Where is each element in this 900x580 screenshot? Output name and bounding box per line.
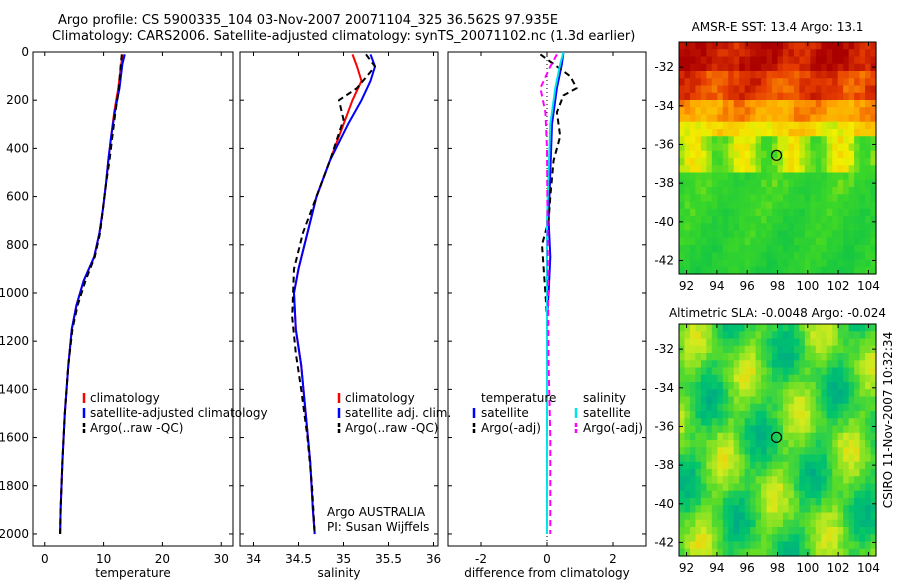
sla-map-ytick-label: -42 — [654, 535, 674, 549]
salinity-xtick-label: 36 — [426, 552, 441, 566]
temperature-ytick-label: 2000 — [0, 527, 29, 541]
sla-map-ytick-label: -40 — [654, 497, 674, 511]
sst-map-ytick-label: -42 — [654, 253, 674, 267]
figure-title-line2: Climatology: CARS2006. Satellite-adjuste… — [52, 29, 636, 44]
temperature-ytick-label: 0 — [21, 45, 29, 59]
temperature-ytick-label: 200 — [6, 93, 29, 107]
sst-map-ytick-label: -34 — [654, 99, 674, 113]
sla-map-xtick-label: 96 — [740, 561, 755, 575]
difference-xtick-label: 2 — [609, 552, 617, 566]
sla-map-title: Altimetric SLA: -0.0048 Argo: -0.024 — [669, 306, 886, 320]
temperature-legend-label: Argo(..raw -QC) — [90, 421, 183, 435]
salinity-series-2 — [291, 53, 376, 535]
difference-legend-label: satellite — [583, 406, 631, 420]
sla-map-xtick-label: 100 — [796, 561, 819, 575]
salinity-xtick-label: 34 — [246, 552, 261, 566]
salinity-xtick-label: 35 — [336, 552, 351, 566]
salinity-xtick-label: 34.5 — [285, 552, 312, 566]
sst-map-ytick-label: -32 — [654, 60, 674, 74]
difference-xtick-label: -2 — [475, 552, 487, 566]
figure-title-line1: Argo profile: CS 5900335_104 03-Nov-2007… — [58, 13, 559, 28]
temperature-ytick-label: 600 — [6, 190, 29, 204]
sst-map-xtick-label: 102 — [827, 279, 850, 293]
salinity-plot-frame — [239, 51, 439, 547]
temperature-series-1 — [59, 54, 126, 535]
difference-legend-temperature-header: temperature — [481, 391, 556, 405]
salinity-annotation-line1: Argo AUSTRALIA — [327, 505, 426, 519]
temperature-xtick-label: 20 — [155, 552, 170, 566]
salinity-legend-label: satellite adj. clim. — [345, 406, 451, 420]
temperature-ytick-label: 1600 — [0, 431, 29, 445]
sst-map-title: AMSR-E SST: 13.4 Argo: 13.1 — [692, 20, 864, 34]
salinity-xlabel: salinity — [317, 566, 360, 580]
temperature-plot-frame — [32, 51, 234, 547]
side-timestamp-label: CSIRO 11-Nov-2007 10:32:34 — [881, 332, 895, 508]
difference-series-3 — [539, 53, 558, 534]
sst-map-ytick-label: -36 — [654, 137, 674, 151]
difference-legend-salinity-header: salinity — [583, 391, 626, 405]
sst-map-xtick-label: 96 — [740, 279, 755, 293]
temperature-legend-label: satellite-adjusted climatology — [90, 406, 268, 420]
sla-map-xtick-label: 92 — [679, 561, 694, 575]
temperature-ytick-label: 800 — [6, 238, 29, 252]
sla-map-heatmap — [679, 324, 877, 557]
temperature-legend-label: climatology — [90, 391, 160, 405]
difference-xlabel: difference from climatology — [464, 566, 630, 580]
sst-map-xtick-label: 92 — [679, 279, 694, 293]
temperature-ytick-label: 1000 — [0, 286, 29, 300]
temperature-ytick-label: 1400 — [0, 382, 29, 396]
salinity-annotation-line2: PI: Susan Wijffels — [327, 520, 429, 534]
sla-map-argo-marker — [770, 431, 783, 443]
sst-map-xtick-label: 104 — [857, 279, 880, 293]
temperature-ytick-label: 1800 — [0, 479, 29, 493]
sla-map-ytick-label: -36 — [654, 419, 674, 433]
temperature-xtick-label: 0 — [41, 552, 49, 566]
salinity-legend-label: climatology — [345, 391, 415, 405]
sst-map-argo-marker — [770, 149, 783, 161]
sst-map-heatmap — [679, 42, 877, 275]
sla-map-xtick-label: 98 — [770, 561, 785, 575]
temperature-xtick-label: 30 — [214, 552, 229, 566]
sst-map-xtick-label: 94 — [709, 279, 724, 293]
difference-legend-label: Argo(-adj) — [481, 421, 541, 435]
salinity-series-1 — [293, 54, 376, 535]
salinity-xtick-label: 35.5 — [375, 552, 402, 566]
temperature-ytick-label: 400 — [6, 141, 29, 155]
difference-legend-label: Argo(-adj) — [583, 421, 643, 435]
sst-map-ytick-label: -40 — [654, 215, 674, 229]
sst-map-xtick-label: 100 — [796, 279, 819, 293]
difference-series-1 — [539, 53, 578, 534]
salinity-legend-label: Argo(..raw -QC) — [345, 421, 438, 435]
sla-map-ytick-label: -38 — [654, 458, 674, 472]
sla-map-xtick-label: 94 — [709, 561, 724, 575]
temperature-series-2 — [59, 54, 123, 535]
salinity-series-0 — [293, 54, 363, 535]
difference-xtick-label: 0 — [543, 552, 551, 566]
difference-legend-label: satellite — [481, 406, 529, 420]
sla-map-xtick-label: 104 — [857, 561, 880, 575]
sla-map-ytick-label: -32 — [654, 342, 674, 356]
sst-map-ytick-label: -38 — [654, 176, 674, 190]
temperature-xlabel: temperature — [95, 566, 170, 580]
sla-map-ytick-label: -34 — [654, 381, 674, 395]
temperature-xtick-label: 10 — [96, 552, 111, 566]
temperature-ytick-label: 1200 — [0, 334, 29, 348]
sla-map-xtick-label: 102 — [827, 561, 850, 575]
sst-map-xtick-label: 98 — [770, 279, 785, 293]
